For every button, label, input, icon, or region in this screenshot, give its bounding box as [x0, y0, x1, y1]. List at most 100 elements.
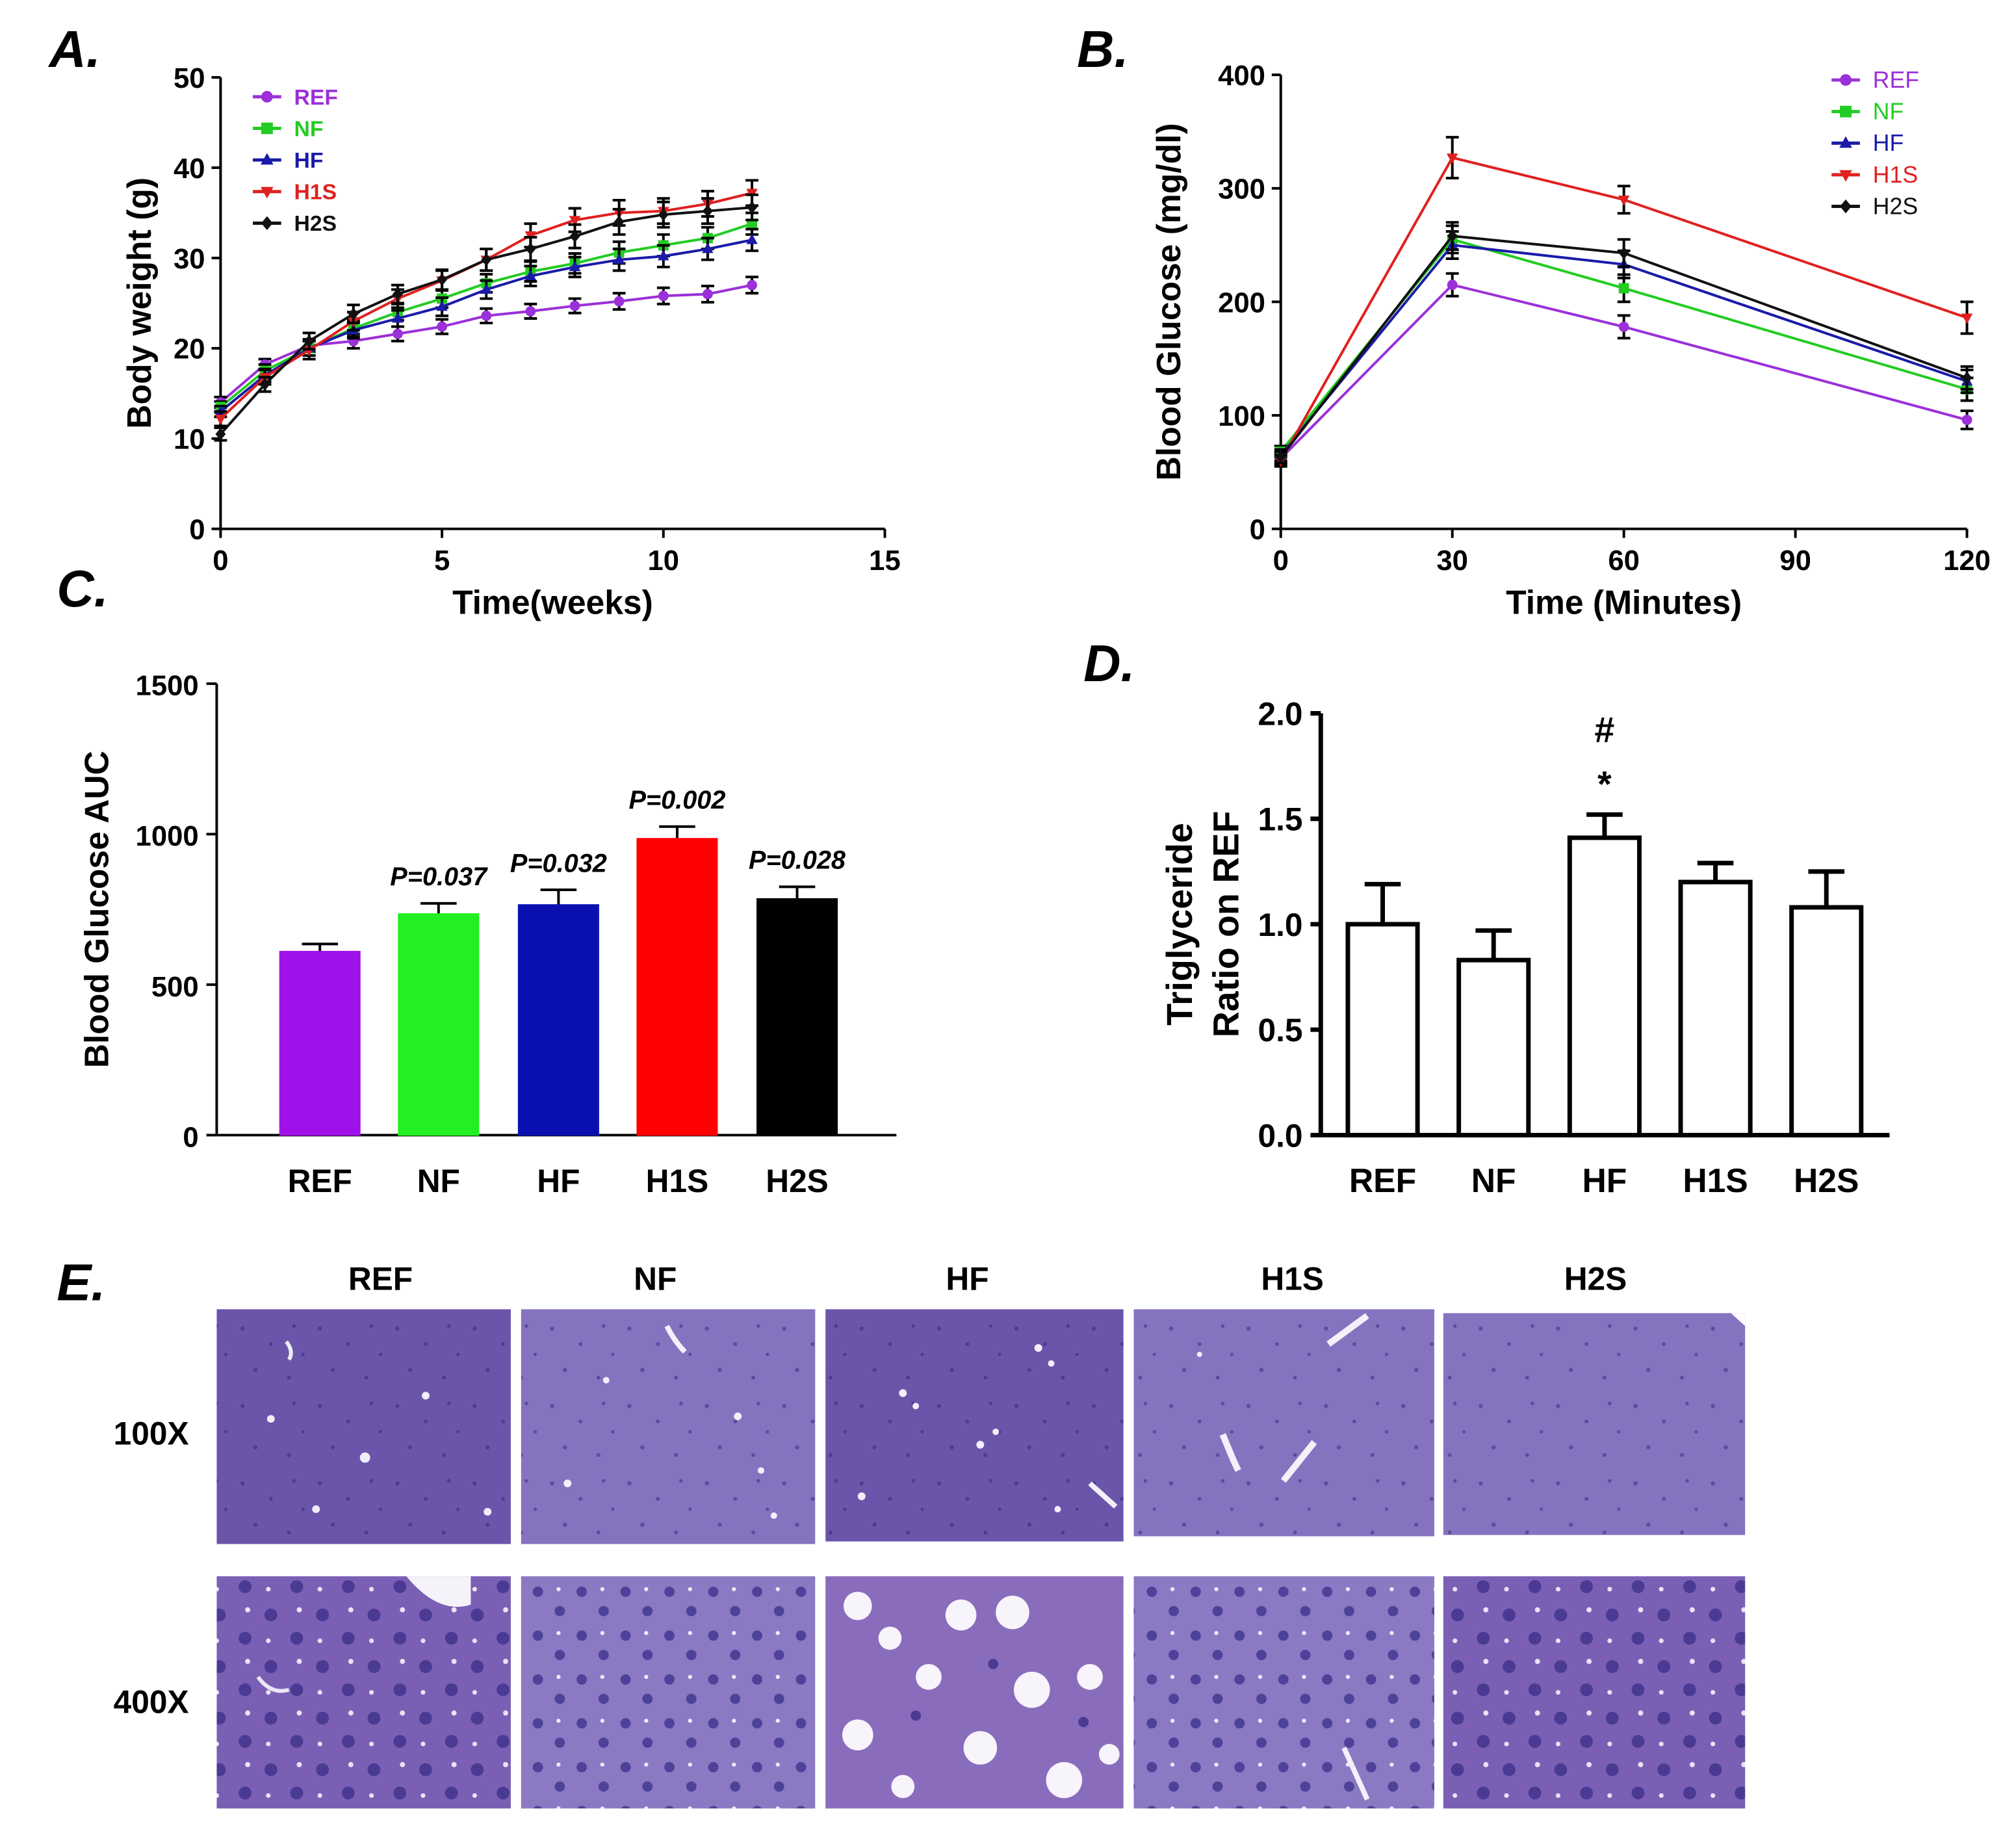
- data-point-hf: [392, 312, 404, 323]
- legend-label: H1S: [1873, 162, 1918, 188]
- legend-entry-hf: HF: [253, 148, 323, 173]
- histology-row-100x: 100X: [114, 1416, 189, 1452]
- y-tick-label: 0: [1250, 514, 1265, 546]
- y-tick-label: 40: [174, 153, 205, 185]
- legend-marker: [1839, 170, 1852, 182]
- histology-col-h2s: H2S: [1564, 1261, 1627, 1297]
- x-category-label: H2S: [1794, 1161, 1859, 1199]
- data-point-h2s: [658, 208, 669, 221]
- legend-entry-h1s: H1S: [253, 180, 337, 205]
- y-tick-label: 400: [1218, 60, 1265, 92]
- series-line-ref: [1280, 283, 1968, 460]
- data-point-h2s: [215, 428, 226, 441]
- legend-entry-nf: NF: [1831, 99, 1904, 125]
- legend-marker: [261, 187, 274, 199]
- chart-b-blood-glucose: 0 100 200 300 400 0 30 60 90 120 Time (Minutes) Blo…: [1150, 60, 1991, 621]
- histology-column-headers: REF NF HF H1S H2S: [348, 1261, 1627, 1297]
- panel-label-c: C.: [57, 560, 108, 617]
- chart-c-glucose-auc: 0 500 1000 1500 REF NF P=0.037 HF P=0.032 H1S P=0.…: [78, 670, 897, 1199]
- y-tick-label: 0.0: [1258, 1117, 1303, 1154]
- data-point-nf: [1618, 283, 1629, 294]
- legend-entry-ref: REF: [1831, 67, 1919, 93]
- legend-label: NF: [1873, 99, 1904, 125]
- legend-entry-h1s: H1S: [1831, 162, 1918, 188]
- histology-col-h1s: H1S: [1261, 1261, 1324, 1297]
- bar-nf: [1456, 957, 1531, 1137]
- data-point-hf: [658, 250, 669, 261]
- series-line-h2s: [1280, 235, 1968, 458]
- x-category-label: NF: [417, 1163, 460, 1199]
- y-tick-label: 2.0: [1258, 695, 1303, 732]
- data-point-h2s: [481, 253, 492, 266]
- y-tick-label: 0: [183, 1121, 198, 1153]
- series-h2s: [1274, 221, 1974, 465]
- data-point-h1s: [1961, 313, 1973, 324]
- data-point-hf: [569, 261, 581, 272]
- legend-label: NF: [294, 116, 324, 141]
- y-tick-label: 1000: [136, 820, 199, 852]
- bar-ref: [1345, 922, 1420, 1137]
- series-line-hf: [1280, 243, 1968, 456]
- legend-marker: [261, 216, 273, 231]
- significance-hash: #: [1594, 710, 1614, 750]
- data-point-h2s: [1447, 229, 1458, 242]
- data-point-ref: [1447, 279, 1458, 291]
- data-point-hf: [702, 242, 714, 253]
- legend-marker: [261, 90, 273, 103]
- legend-marker: [261, 153, 274, 165]
- bar-h2s: [756, 898, 838, 1136]
- x-category-label: HF: [1582, 1161, 1627, 1199]
- p-value-annotation: P=0.002: [628, 786, 725, 814]
- y-tick-label: 1.5: [1258, 801, 1303, 838]
- data-point-h1s: [1618, 195, 1630, 206]
- data-point-ref: [569, 300, 580, 311]
- legend-label: HF: [1873, 130, 1904, 156]
- x-tick-label: 30: [1436, 545, 1468, 577]
- x-tick-label: 0: [213, 545, 228, 577]
- p-value-annotation: P=0.028: [749, 846, 846, 875]
- y-tick-label: 20: [174, 333, 205, 365]
- y-axis-title: Blood Glucose AUC: [78, 751, 116, 1068]
- series-line-h1s: [1280, 156, 1968, 461]
- legend-label: H1S: [294, 180, 337, 205]
- chart-a-body-weight: 0 10 20 30 40 50 0 5 10 15 Time(weeks) Body weight …: [120, 62, 901, 621]
- panel-label-a: A.: [47, 20, 100, 78]
- legend-marker: [1840, 105, 1852, 118]
- x-category-label: NF: [1471, 1161, 1516, 1199]
- data-point-hf: [524, 270, 537, 281]
- y-tick-label: 0.5: [1258, 1012, 1303, 1048]
- x-category-label: H2S: [766, 1163, 829, 1199]
- data-point-hf: [746, 233, 758, 244]
- data-point-hf: [613, 253, 625, 265]
- y-tick-label: 50: [174, 62, 205, 94]
- y-axis-title-line1: Triglyceride: [1159, 823, 1200, 1026]
- legend-marker: [261, 122, 273, 135]
- histology-100x-row: [216, 1309, 1746, 1544]
- legend-marker: [1840, 74, 1852, 86]
- bar-h1s: [1678, 879, 1753, 1137]
- histology-image-h1s-400x: [1133, 1576, 1434, 1809]
- data-point-ref: [481, 310, 492, 321]
- bar-h2s: [1789, 905, 1864, 1137]
- legend-label: REF: [1873, 67, 1919, 93]
- histology-image-ref-400x: [216, 1576, 511, 1809]
- data-point-hf: [436, 300, 448, 311]
- histology-col-hf: HF: [946, 1261, 989, 1297]
- bar-ref: [279, 950, 361, 1136]
- legend-entry-hf: HF: [1831, 130, 1904, 156]
- y-tick-label: 500: [151, 971, 199, 1003]
- histology-image-h1s-100x: [1133, 1309, 1434, 1537]
- data-point-h2s: [393, 287, 403, 301]
- panel-label-d: D.: [1083, 634, 1135, 692]
- bar-hf: [1567, 835, 1642, 1137]
- legend-entry-ref: REF: [253, 85, 338, 110]
- x-axis-title: Time(weeks): [452, 584, 653, 621]
- chart-d-triglyceride: 0.0 0.5 1.0 1.5 2.0 REF NF HF # * H1S H2S Triglyceri…: [1159, 695, 1890, 1199]
- y-tick-label: 0: [189, 514, 205, 546]
- y-tick-label: 1.0: [1258, 907, 1303, 943]
- y-tick-label: 100: [1218, 400, 1265, 432]
- panel-label-e: E.: [57, 1253, 105, 1311]
- histology-row-400x: 400X: [114, 1684, 189, 1720]
- data-point-ref: [525, 305, 536, 317]
